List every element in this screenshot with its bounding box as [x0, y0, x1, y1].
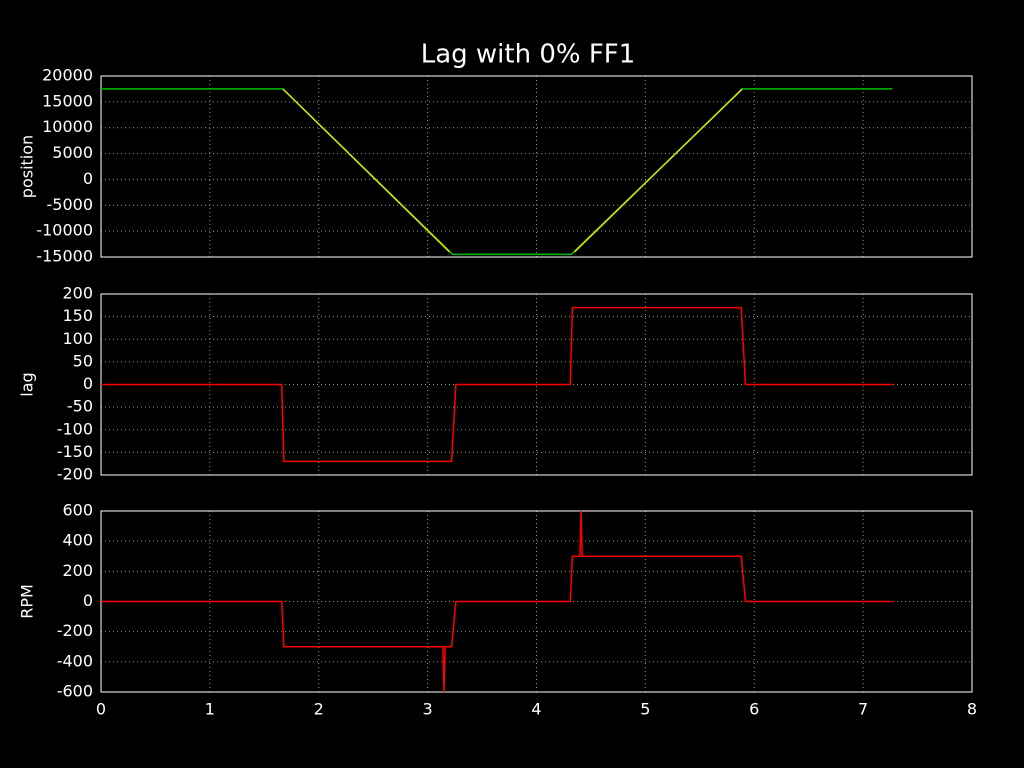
- series-line: [101, 510, 893, 693]
- y-tick-label: 15000: [42, 91, 93, 110]
- y-axis-label: lag: [18, 372, 37, 396]
- x-tick-label: 0: [96, 700, 106, 719]
- y-tick-label: -400: [57, 651, 93, 670]
- y-tick-label: -200: [57, 465, 93, 484]
- y-tick-label: 10000: [42, 117, 93, 136]
- y-tick-label: 150: [62, 306, 93, 325]
- x-tick-label: 3: [423, 700, 433, 719]
- y-tick-label: 50: [73, 351, 93, 370]
- x-tick-label: 2: [314, 700, 324, 719]
- y-tick-label: 0: [83, 591, 93, 610]
- x-tick-label: 5: [640, 700, 650, 719]
- y-axis-label: position: [18, 135, 37, 198]
- y-tick-label: -10000: [36, 221, 93, 240]
- y-tick-label: 0: [83, 374, 93, 393]
- x-tick-label: 7: [858, 700, 868, 719]
- plot-frame: [100, 75, 973, 258]
- y-tick-label: 0: [83, 169, 93, 188]
- y-tick-label: -200: [57, 621, 93, 640]
- series-line: [101, 88, 893, 256]
- y-tick-label: -15000: [36, 247, 93, 266]
- y-tick-label: -150: [57, 442, 93, 461]
- y-tick-label: 600: [62, 501, 93, 520]
- x-tick-label: 8: [967, 700, 977, 719]
- x-tick-label: 4: [531, 700, 541, 719]
- y-tick-label: -600: [57, 682, 93, 701]
- y-tick-label: 200: [62, 284, 93, 303]
- y-axis-label: RPM: [18, 584, 37, 619]
- chart-title: Lag with 0% FF1: [421, 40, 636, 70]
- series-line: [101, 306, 893, 463]
- y-tick-label: -100: [57, 419, 93, 438]
- x-tick-label: 1: [205, 700, 215, 719]
- y-tick-label: 100: [62, 329, 93, 348]
- y-tick-label: -5000: [47, 195, 94, 214]
- y-tick-label: 200: [62, 561, 93, 580]
- y-tick-label: 5000: [52, 143, 93, 162]
- x-tick-label: 6: [749, 700, 759, 719]
- y-tick-label: 400: [62, 531, 93, 550]
- y-tick-label: -50: [67, 397, 93, 416]
- y-tick-label: 20000: [42, 66, 93, 85]
- series-line: [282, 88, 743, 253]
